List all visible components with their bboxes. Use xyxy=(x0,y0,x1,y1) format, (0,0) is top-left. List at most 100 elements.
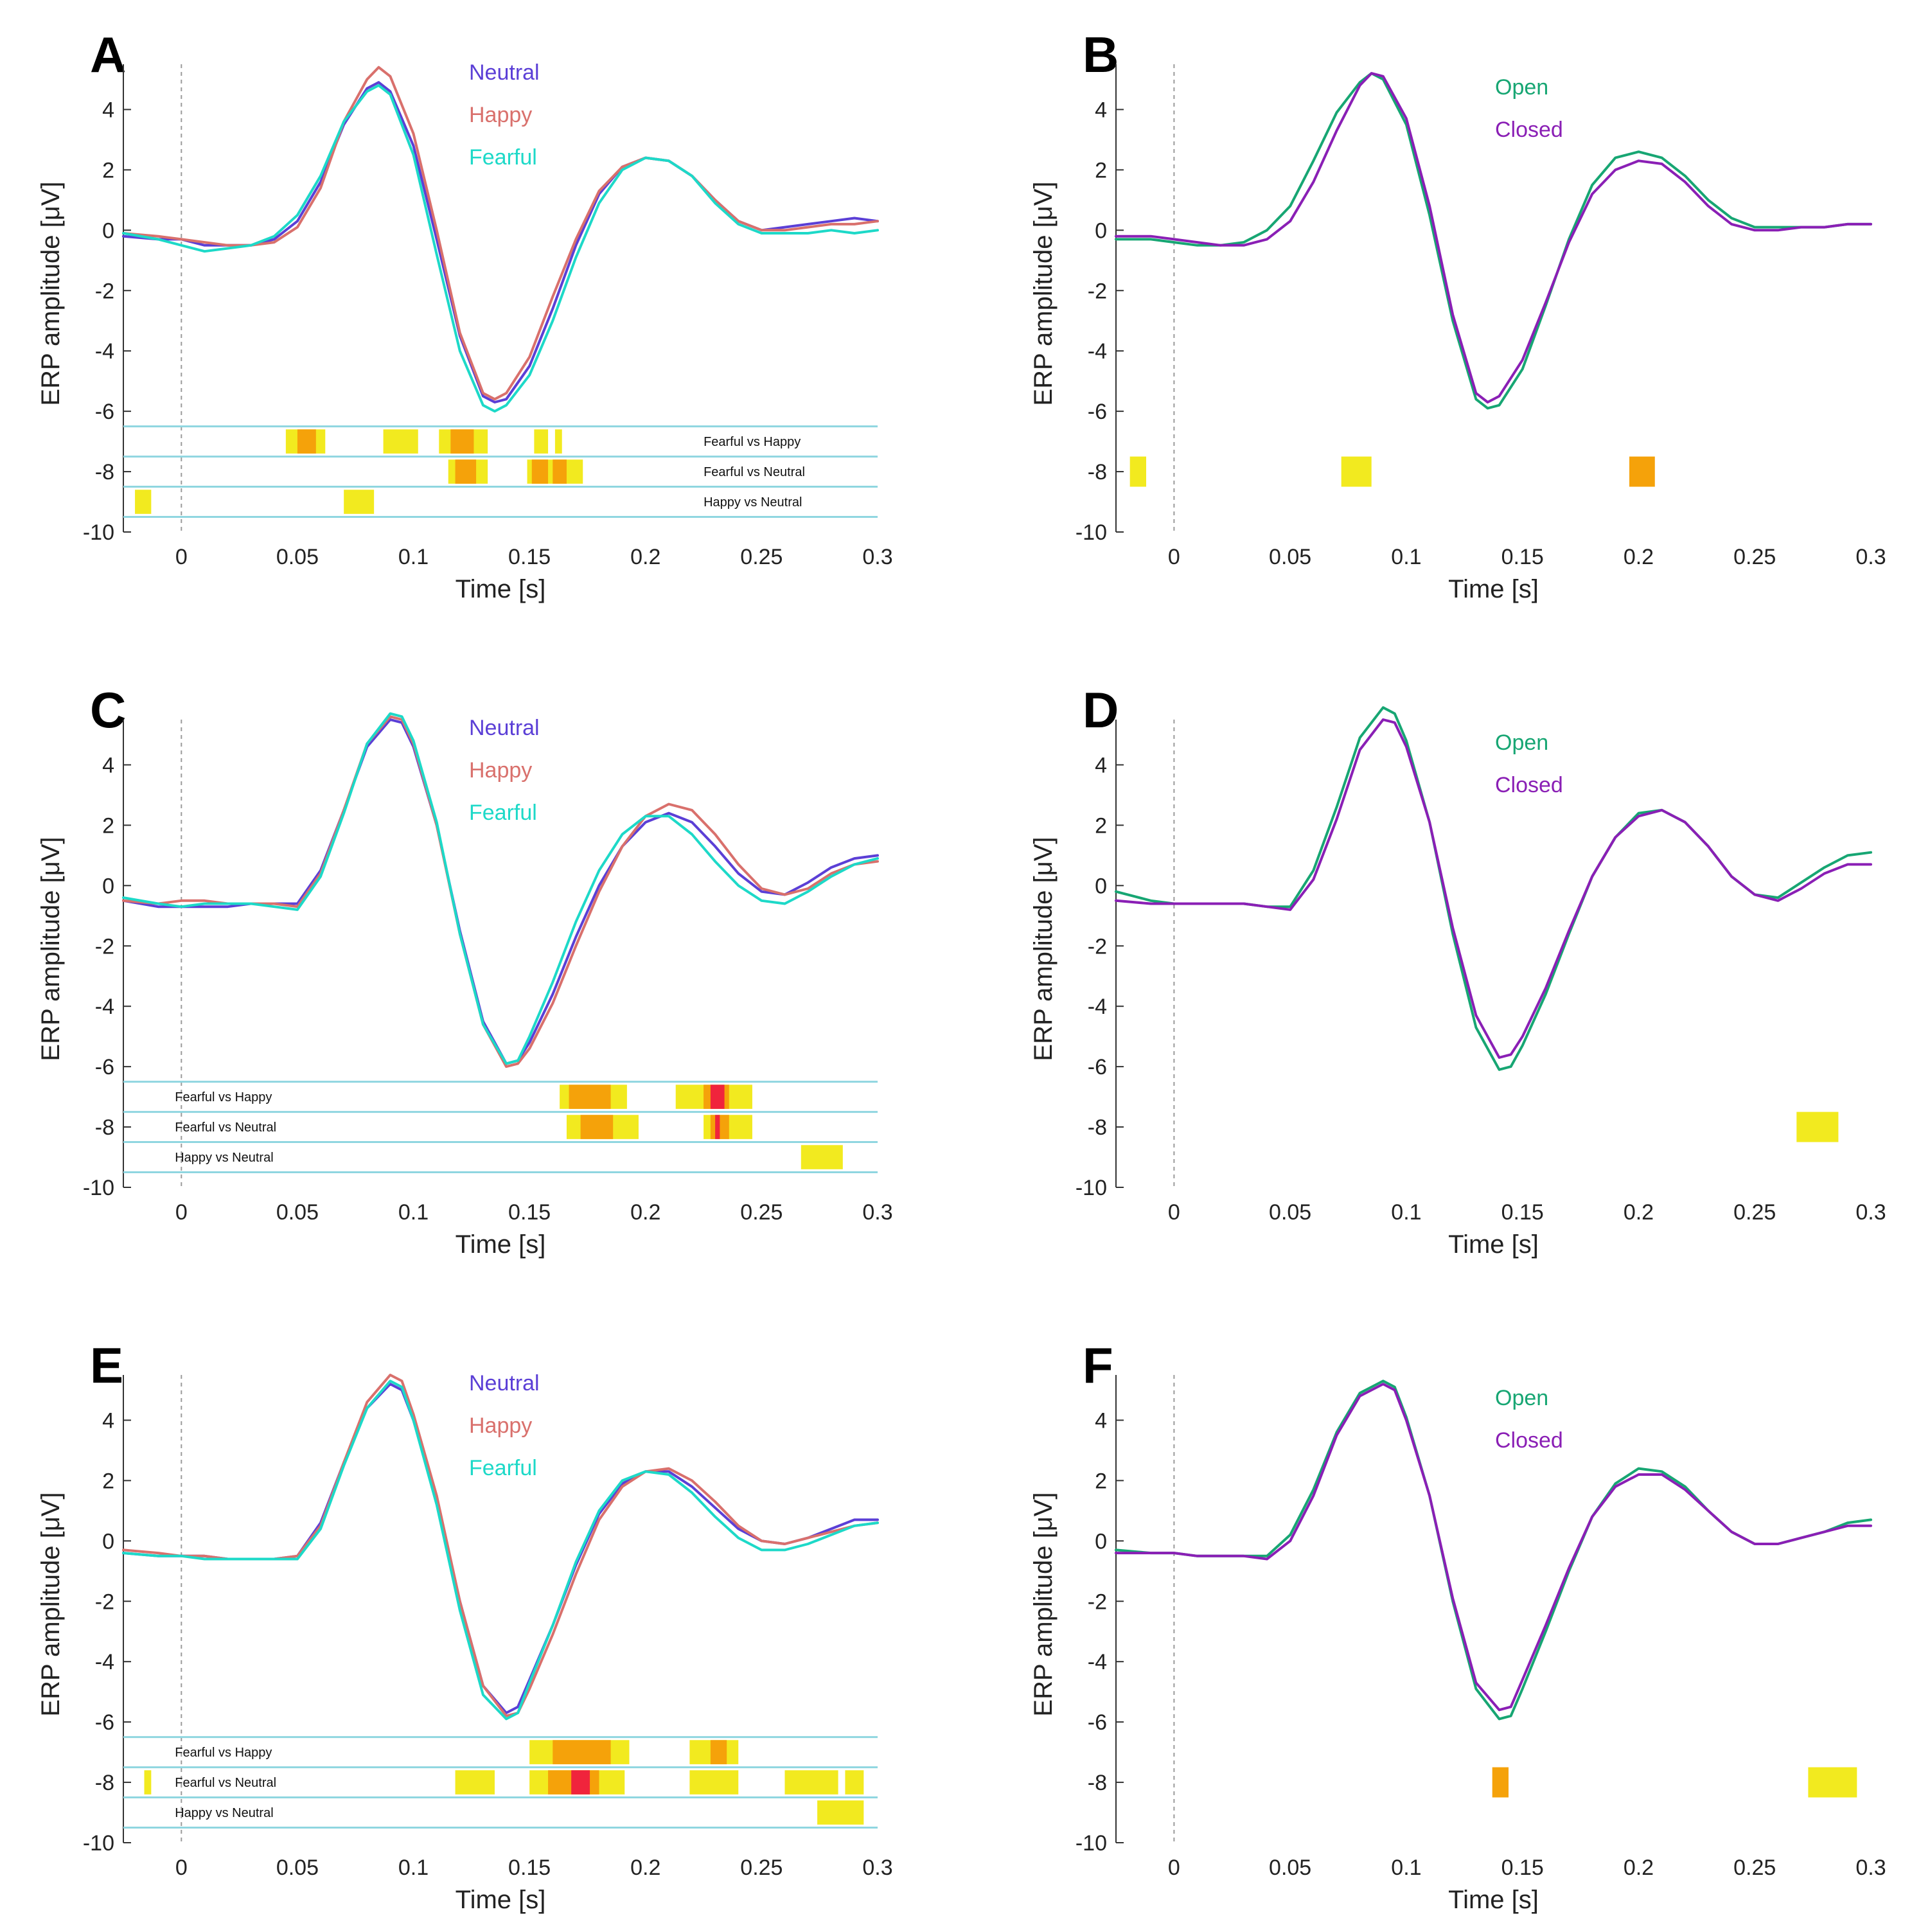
panel-a-xtick-label: 0.2 xyxy=(630,545,660,569)
panel-c-x-axis-title: Time [s] xyxy=(456,1230,546,1259)
panel-c-ytick-label: -4 xyxy=(95,995,114,1019)
panel-d-xtick-label: 0.3 xyxy=(1855,1200,1886,1225)
panel-b-letter: B xyxy=(1083,26,1119,83)
panel-e-xtick-label: 0.05 xyxy=(276,1856,319,1880)
panel-b-ytick-label: 0 xyxy=(1095,218,1107,243)
panel-a-ytick-label: 2 xyxy=(102,158,114,182)
panel-c-sig-fearful-vs-neutral-segment xyxy=(580,1115,614,1139)
panel-e-sig-fearful-vs-neutral-segment xyxy=(784,1770,838,1795)
panel-b-ytick-label: -2 xyxy=(1088,279,1107,303)
panel-c-ytick-label: 4 xyxy=(102,753,114,777)
panel-e-xtick-label: 0.25 xyxy=(740,1856,783,1880)
panel-d-series-closed xyxy=(1115,718,1872,1059)
panel-b-legend-open: Open xyxy=(1495,75,1548,100)
panel-e-ytick-label: 0 xyxy=(102,1529,114,1554)
panel-c-series-happy xyxy=(122,715,879,1068)
panel-a-sig-fearful-vs-happy-segment xyxy=(383,429,418,454)
panel-a-legend-happy: Happy xyxy=(469,103,532,127)
panel-c-xtick-label: 0.2 xyxy=(630,1200,660,1225)
panel-d-x-axis-title: Time [s] xyxy=(1448,1230,1539,1259)
panel-a-ytick-label: 4 xyxy=(102,98,114,122)
panel-c-sig-fearful-vs-neutral-segment xyxy=(715,1115,720,1139)
panel-a-sig-fearful-vs-happy-segment xyxy=(450,429,474,454)
panel-f-ytick-label: -10 xyxy=(1076,1831,1107,1856)
panel-e-legend-happy: Happy xyxy=(469,1414,532,1438)
panel-b-xtick-label: 0.05 xyxy=(1269,545,1311,569)
panel-a-series-happy xyxy=(122,66,879,401)
panel-a-sig-happy-vs-neutral-segment xyxy=(344,490,375,514)
panel-a-band-label-fearful-vs-neutral: Fearful vs Neutral xyxy=(704,465,805,479)
panel-d-ytick-label: 4 xyxy=(1095,753,1107,777)
panel-c-letter: C xyxy=(90,682,126,738)
panel-c-xtick-label: 0.25 xyxy=(740,1200,783,1225)
panel-c-xtick-label: 0.05 xyxy=(276,1200,319,1225)
panel-a-sig-fearful-vs-happy-segment xyxy=(534,429,549,454)
panel-b-x-axis-title: Time [s] xyxy=(1448,575,1539,603)
panel-a-sig-fearful-vs-neutral-segment xyxy=(553,459,567,484)
panel-f-xtick-label: 0.05 xyxy=(1269,1856,1311,1880)
panel-b-sig-significance-segment xyxy=(1129,456,1146,487)
panel-a-ytick-label: -6 xyxy=(95,400,114,424)
panel-b-xtick-label: 0.1 xyxy=(1391,545,1421,569)
panel-c-ytick-label: 2 xyxy=(102,813,114,838)
panel-c: C -10 -8 -6 -4 -2 0 2 4 0 0.05 0.1 0.15 0.2 0.25 0.3 Tim… xyxy=(37,682,893,1259)
panel-f-x-axis-title: Time [s] xyxy=(1448,1886,1539,1914)
panel-a-series-neutral xyxy=(122,81,879,403)
panel-f-ytick-label: -2 xyxy=(1088,1590,1107,1614)
panel-c-sig-fearful-vs-happy-segment xyxy=(710,1085,725,1109)
panel-f-xtick-label: 0 xyxy=(1168,1856,1180,1880)
panel-e-xtick-label: 0.1 xyxy=(398,1856,429,1880)
panel-b-ytick-label: -6 xyxy=(1088,400,1107,424)
panel-e-legend-neutral: Neutral xyxy=(469,1371,540,1396)
panel-a-xtick-label: 0.15 xyxy=(508,545,551,569)
panel-a-series-fearful xyxy=(122,84,879,413)
panel-e-ytick-label: -2 xyxy=(95,1590,114,1614)
panel-d-ytick-label: -6 xyxy=(1088,1055,1107,1079)
panel-d-letter: D xyxy=(1083,682,1119,738)
panel-a-ytick-label: -4 xyxy=(95,339,114,364)
panel-e-sig-fearful-vs-neutral-segment xyxy=(571,1770,590,1795)
panel-e-letter: E xyxy=(90,1337,123,1394)
panel-e-xtick-label: 0.15 xyxy=(508,1856,551,1880)
panel-f-xtick-label: 0.15 xyxy=(1501,1856,1544,1880)
panel-e-series-fearful xyxy=(122,1379,879,1721)
panel-d-ytick-label: -2 xyxy=(1088,934,1107,959)
panel-e-y-axis-title: ERP amplitude [μV] xyxy=(37,1492,65,1716)
panel-b: B -10 -8 -6 -4 -2 0 2 4 0 0.05 0.1 0.15 0.2 0.25 0.3 Tim… xyxy=(1029,26,1886,603)
panel-c-ytick-label: -8 xyxy=(95,1115,114,1140)
panel-d: D -10 -8 -6 -4 -2 0 2 4 0 0.05 0.1 0.15 0.2 0.25 0.3 Tim… xyxy=(1029,682,1886,1259)
panel-c-band-label-fearful-vs-neutral: Fearful vs Neutral xyxy=(175,1121,276,1135)
panel-b-legend-closed: Closed xyxy=(1495,118,1563,142)
panel-a-legend-neutral: Neutral xyxy=(469,60,540,85)
panel-e-sig-fearful-vs-happy-segment xyxy=(710,1740,727,1764)
panel-f: F -10 -8 -6 -4 -2 0 2 4 0 0.05 0.1 0.15 0.2 0.25 0.3 Tim… xyxy=(1029,1337,1886,1914)
panel-d-ytick-label: -4 xyxy=(1088,995,1107,1019)
panel-f-legend-closed: Closed xyxy=(1495,1428,1563,1453)
panel-c-xtick-label: 0 xyxy=(175,1200,188,1225)
panel-a-sig-fearful-vs-happy-segment xyxy=(554,429,562,454)
panel-f-xtick-label: 0.1 xyxy=(1391,1856,1421,1880)
panel-e: E -10 -8 -6 -4 -2 0 2 4 0 0.05 0.1 0.15 0.2 0.25 0.3 Tim… xyxy=(37,1337,893,1914)
panel-c-xtick-label: 0.15 xyxy=(508,1200,551,1225)
panel-a-xtick-label: 0.25 xyxy=(740,545,783,569)
panel-e-xtick-label: 0.3 xyxy=(862,1856,892,1880)
panel-a-xtick-label: 0.05 xyxy=(276,545,319,569)
panel-c-sig-fearful-vs-happy-segment xyxy=(569,1085,611,1109)
panel-c-y-axis-title: ERP amplitude [μV] xyxy=(37,837,65,1061)
panel-a-band-label-fearful-vs-happy: Fearful vs Happy xyxy=(704,435,801,449)
panel-b-ytick-label: -4 xyxy=(1088,339,1107,364)
panel-d-legend-open: Open xyxy=(1495,731,1548,755)
panel-b-xtick-label: 0.2 xyxy=(1624,545,1654,569)
panel-f-ytick-label: 2 xyxy=(1095,1469,1107,1493)
panel-f-xtick-label: 0.2 xyxy=(1624,1856,1654,1880)
panel-f-letter: F xyxy=(1083,1337,1113,1394)
panel-f-ytick-label: 0 xyxy=(1095,1529,1107,1554)
panel-f-ytick-label: 4 xyxy=(1095,1408,1107,1433)
panel-e-sig-fearful-vs-neutral-segment xyxy=(845,1770,864,1795)
panel-b-series-open xyxy=(1115,72,1872,410)
panel-c-ytick-label: -10 xyxy=(83,1176,114,1200)
panel-a-ytick-label: -10 xyxy=(83,520,114,545)
panel-f-legend-open: Open xyxy=(1495,1386,1548,1410)
panel-a-band-label-happy-vs-neutral: Happy vs Neutral xyxy=(704,495,802,510)
